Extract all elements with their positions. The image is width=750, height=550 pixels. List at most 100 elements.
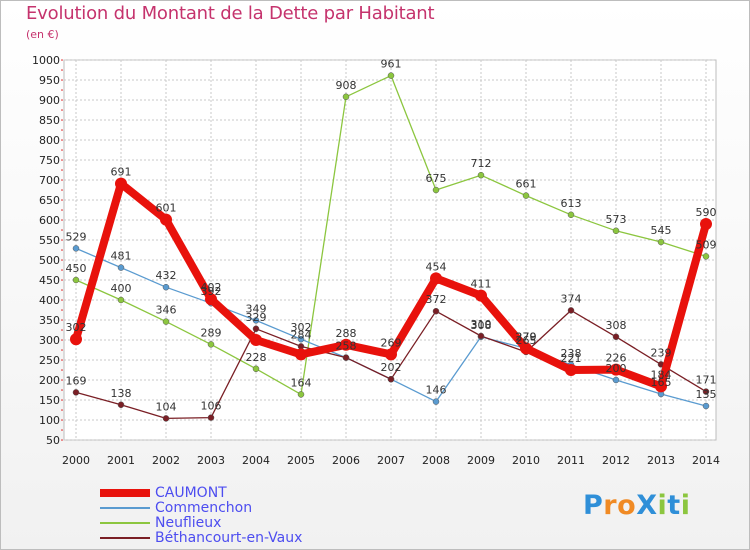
data-label: 135 <box>696 388 717 401</box>
data-label: 106 <box>201 400 222 413</box>
axis-dot <box>61 359 63 361</box>
data-point <box>117 296 125 304</box>
data-point <box>432 186 440 194</box>
axis-dot <box>61 279 63 281</box>
data-point <box>655 380 667 393</box>
logo-letter: i <box>657 490 668 521</box>
y-tick-label: 950 <box>39 74 60 87</box>
data-label: 164 <box>291 376 312 389</box>
y-tick-label: 500 <box>39 254 60 267</box>
data-point <box>162 283 170 291</box>
data-point <box>657 238 665 246</box>
data-point <box>342 354 350 361</box>
data-point <box>252 317 260 324</box>
legend-label: Neuflieux <box>155 515 222 531</box>
logo-letter: o <box>617 490 637 521</box>
axis-dot <box>61 399 63 401</box>
y-tick-label: 100 <box>39 414 60 427</box>
axis-dot <box>61 429 63 431</box>
axis-dot <box>61 379 63 381</box>
x-tick-label: 2014 <box>692 454 720 467</box>
axis-dot <box>61 229 63 231</box>
data-label: 712 <box>471 157 492 170</box>
y-tick-label: 650 <box>39 194 60 207</box>
data-point <box>70 333 82 346</box>
axis-dot <box>61 149 63 151</box>
data-label: 374 <box>561 292 582 305</box>
data-point <box>295 348 307 361</box>
data-label: 675 <box>426 172 447 185</box>
legend-label: CAUMONT <box>155 485 227 501</box>
data-point <box>612 227 620 235</box>
data-label: 691 <box>111 166 132 179</box>
data-label: 454 <box>426 260 447 273</box>
axis-dot <box>61 289 63 291</box>
axis-dot <box>61 299 63 301</box>
axis-dot <box>61 319 63 321</box>
data-label: 226 <box>606 352 627 365</box>
y-tick-label: 200 <box>39 374 60 387</box>
data-label: 402 <box>201 281 222 294</box>
data-point <box>72 245 80 252</box>
data-point <box>612 376 620 384</box>
chart-title: Evolution du Montant de la Dette par Hab… <box>26 3 435 24</box>
axis-dot <box>61 389 63 391</box>
data-point <box>205 293 217 306</box>
data-label: 310 <box>471 318 492 331</box>
data-point <box>700 218 712 230</box>
data-point <box>475 289 487 302</box>
y-tick-label: 850 <box>39 114 60 127</box>
data-point <box>72 389 80 396</box>
data-label: 346 <box>156 304 177 317</box>
x-tick-label: 2013 <box>647 454 675 467</box>
data-point <box>430 272 442 285</box>
data-point <box>115 177 127 190</box>
axis-dot <box>61 139 63 141</box>
data-label: 239 <box>651 346 672 359</box>
logo-letter: t <box>667 490 681 521</box>
data-point <box>567 307 575 314</box>
data-point <box>432 398 440 405</box>
axis-dot <box>61 59 63 61</box>
data-label: 228 <box>246 351 267 364</box>
data-label: 545 <box>651 224 672 237</box>
data-label: 372 <box>426 293 447 306</box>
data-point <box>162 318 170 325</box>
data-point <box>72 276 80 284</box>
y-tick-label: 900 <box>39 94 60 107</box>
data-label: 171 <box>696 374 717 387</box>
axis-dot <box>61 339 63 341</box>
y-tick-label: 800 <box>39 134 60 147</box>
x-tick-label: 2004 <box>242 454 270 467</box>
data-label: 481 <box>111 250 132 263</box>
data-point <box>250 334 262 346</box>
x-tick-label: 2012 <box>602 454 630 467</box>
axis-dot <box>61 409 63 411</box>
y-tick-label: 300 <box>39 334 60 347</box>
x-tick-label: 2005 <box>287 454 315 467</box>
data-point <box>610 363 622 376</box>
y-tick-label: 350 <box>39 314 60 327</box>
data-point <box>387 375 395 383</box>
axis-dot <box>61 109 63 111</box>
legend-swatch <box>100 537 150 539</box>
logo-letter: r <box>603 490 618 521</box>
legend-label: Béthancourt-en-Vaux <box>155 530 303 546</box>
x-tick-label: 2008 <box>422 454 450 467</box>
data-label: 269 <box>381 336 402 349</box>
data-label: 258 <box>336 340 357 353</box>
data-point <box>160 213 172 226</box>
chart-subtitle: (en €) <box>26 28 59 41</box>
data-label: 200 <box>606 362 627 375</box>
data-label: 238 <box>561 347 582 360</box>
axis-dot <box>61 239 63 241</box>
y-tick-label: 550 <box>39 234 60 247</box>
data-label: 184 <box>651 368 672 381</box>
data-point <box>702 253 710 260</box>
data-point <box>567 211 575 219</box>
data-label: 146 <box>426 384 447 397</box>
y-tick-label: 600 <box>39 214 60 227</box>
data-label: 450 <box>66 262 87 275</box>
legend-swatch <box>100 507 150 509</box>
data-label: 411 <box>471 278 492 291</box>
